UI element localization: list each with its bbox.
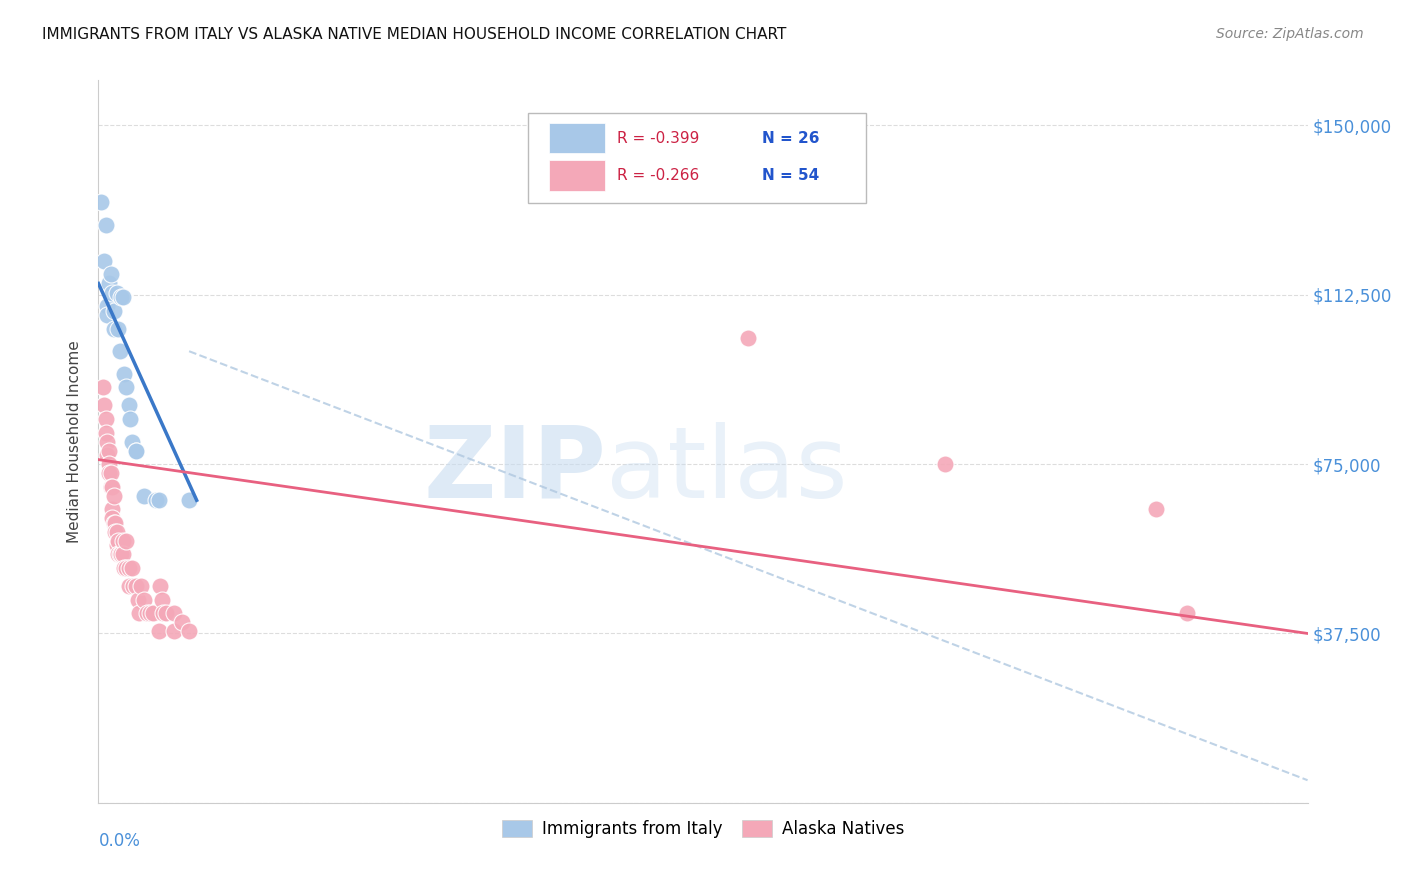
Point xyxy=(101,285,124,300)
Point xyxy=(114,533,136,548)
Point xyxy=(118,398,141,412)
Point xyxy=(105,524,128,539)
Point xyxy=(105,538,128,552)
Text: N = 54: N = 54 xyxy=(762,169,820,183)
Point xyxy=(100,268,122,282)
Point xyxy=(93,253,115,268)
Point xyxy=(100,480,122,494)
Point xyxy=(145,493,167,508)
Point xyxy=(104,524,127,539)
Point xyxy=(103,303,125,318)
Point xyxy=(737,331,759,345)
Point xyxy=(108,548,131,562)
Point xyxy=(111,533,134,548)
Point xyxy=(107,321,129,335)
Point xyxy=(148,624,170,639)
Point xyxy=(112,561,135,575)
Point xyxy=(108,344,131,359)
Point xyxy=(150,592,173,607)
Point xyxy=(111,548,134,562)
Point xyxy=(114,380,136,394)
Point xyxy=(101,502,124,516)
Point xyxy=(103,321,125,335)
Text: ZIP: ZIP xyxy=(423,422,606,519)
Point xyxy=(148,493,170,508)
Text: IMMIGRANTS FROM ITALY VS ALASKA NATIVE MEDIAN HOUSEHOLD INCOME CORRELATION CHART: IMMIGRANTS FROM ITALY VS ALASKA NATIVE M… xyxy=(42,27,786,42)
Point xyxy=(1175,606,1198,620)
Point xyxy=(114,561,136,575)
Point xyxy=(96,308,118,322)
Point xyxy=(152,606,174,620)
Point xyxy=(179,624,201,639)
Point xyxy=(135,606,157,620)
Point xyxy=(125,579,148,593)
Point xyxy=(125,443,148,458)
Point xyxy=(98,457,121,471)
Point xyxy=(132,592,155,607)
Point xyxy=(934,457,956,471)
Point xyxy=(107,548,129,562)
Point xyxy=(121,561,143,575)
Point xyxy=(170,615,193,630)
Point xyxy=(96,448,118,462)
Point xyxy=(111,290,134,304)
Point xyxy=(96,434,118,449)
FancyBboxPatch shape xyxy=(550,123,605,153)
Text: R = -0.399: R = -0.399 xyxy=(617,130,700,145)
Text: Source: ZipAtlas.com: Source: ZipAtlas.com xyxy=(1216,27,1364,41)
Point xyxy=(1144,502,1167,516)
Point xyxy=(163,606,186,620)
Point xyxy=(98,443,121,458)
Point xyxy=(103,516,125,530)
Point xyxy=(101,480,124,494)
Point xyxy=(112,367,135,381)
Point xyxy=(120,412,142,426)
Point xyxy=(98,466,121,480)
Point xyxy=(94,218,117,232)
FancyBboxPatch shape xyxy=(550,161,605,191)
Y-axis label: Median Household Income: Median Household Income xyxy=(67,340,83,543)
Point xyxy=(149,579,172,593)
Point xyxy=(122,579,145,593)
Text: N = 26: N = 26 xyxy=(762,130,820,145)
Point xyxy=(100,466,122,480)
Point xyxy=(155,606,177,620)
Point xyxy=(110,548,132,562)
Point xyxy=(101,511,124,525)
Point xyxy=(127,592,149,607)
Text: 0.0%: 0.0% xyxy=(98,831,141,850)
Point xyxy=(96,299,118,313)
Legend: Immigrants from Italy, Alaska Natives: Immigrants from Italy, Alaska Natives xyxy=(495,814,911,845)
Text: R = -0.266: R = -0.266 xyxy=(617,169,699,183)
Point xyxy=(142,606,165,620)
Point xyxy=(98,277,121,291)
Point xyxy=(125,443,148,458)
Point xyxy=(129,579,152,593)
Point xyxy=(118,561,141,575)
Point xyxy=(139,606,162,620)
Point xyxy=(94,425,117,440)
Point xyxy=(128,606,150,620)
Point xyxy=(104,516,127,530)
Point xyxy=(93,398,115,412)
Point xyxy=(118,579,141,593)
Point xyxy=(110,290,132,304)
FancyBboxPatch shape xyxy=(527,112,866,203)
Point xyxy=(179,493,201,508)
Point xyxy=(121,434,143,449)
Point xyxy=(132,489,155,503)
Point xyxy=(163,624,186,639)
Point xyxy=(107,533,129,548)
Point xyxy=(91,380,114,394)
Point xyxy=(105,285,128,300)
Point xyxy=(103,489,125,503)
Point xyxy=(94,412,117,426)
Point xyxy=(90,195,112,210)
Text: atlas: atlas xyxy=(606,422,848,519)
